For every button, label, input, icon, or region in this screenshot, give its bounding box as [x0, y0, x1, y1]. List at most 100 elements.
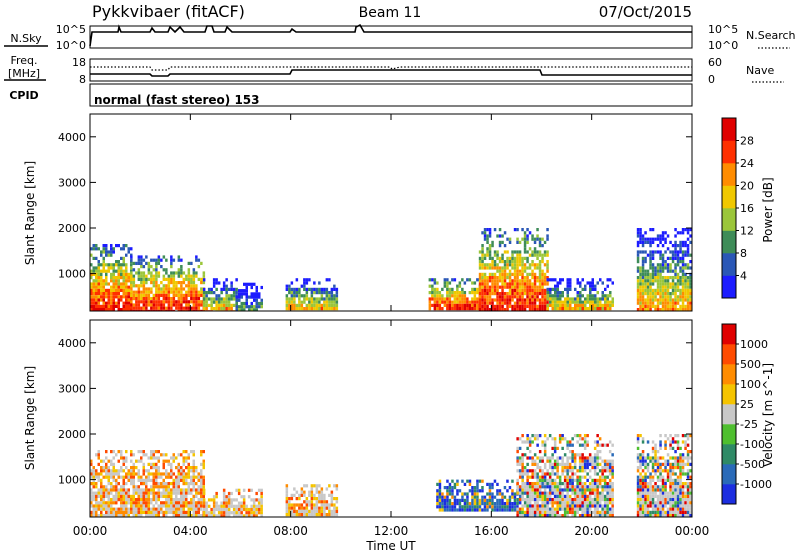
- power-echo-cell: [674, 269, 677, 273]
- power-echo-cell: [157, 290, 161, 294]
- power-echo-cell: [496, 288, 499, 292]
- power-echo-cell: [644, 292, 647, 296]
- power-echo-cell: [227, 294, 231, 298]
- power-echo-cell: [518, 272, 522, 276]
- velocity-echo-cell: [182, 469, 185, 473]
- power-echo-cell: [689, 292, 692, 296]
- velocity-echo-cell: [478, 505, 482, 509]
- velocity-echo-cell: [177, 488, 180, 492]
- power-echo-cell: [140, 293, 143, 297]
- power-echo-cell: [162, 284, 166, 288]
- velocity-echo-cell: [150, 478, 153, 482]
- power-echo-cell: [253, 305, 256, 309]
- power-echo-cell: [466, 307, 469, 311]
- power-echo-cell: [543, 276, 547, 280]
- power-echo-cell: [170, 300, 173, 304]
- velocity-echo-cell: [190, 482, 193, 486]
- power-echo-cell: [177, 255, 181, 259]
- velocity-echo-cell: [538, 466, 542, 470]
- velocity-echo-cell: [132, 510, 135, 514]
- velocity-echo-cell: [110, 514, 113, 517]
- velocity-echo-cell: [92, 498, 95, 502]
- power-echo-cell: [594, 303, 597, 307]
- power-echo-cell: [177, 258, 181, 262]
- velocity-echo-cell: [162, 482, 165, 486]
- velocity-colorbar-swatch: [722, 344, 736, 365]
- velocity-echo-cell: [536, 507, 539, 511]
- velocity-echo-cell: [568, 482, 572, 486]
- power-echo-cell: [110, 253, 113, 257]
- velocity-echo-cell: [210, 514, 213, 517]
- power-echo-cell: [290, 307, 294, 311]
- velocity-echo-cell: [669, 491, 672, 495]
- velocity-echo-cell: [481, 508, 484, 512]
- velocity-echo-cell: [157, 466, 160, 470]
- velocity-echo-cell: [676, 459, 680, 463]
- velocity-echo-cell: [686, 456, 690, 460]
- power-echo-cell: [649, 295, 652, 299]
- velocity-echo-cell: [132, 462, 135, 466]
- velocity-echo-cell: [684, 501, 687, 505]
- power-echo-cell: [523, 266, 527, 270]
- velocity-echo-cell: [255, 511, 258, 515]
- velocity-echo-cell: [187, 507, 190, 511]
- velocity-echo-cell: [167, 491, 170, 495]
- velocity-echo-cell: [446, 492, 449, 496]
- velocity-echo-cell: [541, 456, 544, 460]
- power-echo-cell: [107, 301, 110, 305]
- power-echo-cell: [501, 272, 504, 276]
- power-echo-cell: [661, 282, 665, 286]
- power-echo-cell: [471, 297, 474, 301]
- velocity-echo-cell: [192, 450, 195, 454]
- power-echo-cell: [521, 276, 524, 280]
- velocity-echo-cell: [646, 453, 650, 457]
- velocity-echo-cell: [541, 491, 544, 495]
- power-echo-cell: [187, 309, 191, 311]
- velocity-echo-cell: [576, 498, 579, 502]
- velocity-echo-cell: [222, 504, 226, 508]
- velocity-echo-cell: [644, 478, 647, 482]
- power-echo-cell: [521, 269, 524, 273]
- power-colorbar-swatch: [722, 140, 736, 164]
- power-echo-cell: [310, 287, 314, 291]
- power-echo-cell: [150, 297, 153, 301]
- velocity-echo-cell: [656, 494, 660, 498]
- power-echo-cell: [107, 304, 110, 308]
- velocity-echo-cell: [303, 513, 306, 517]
- power-echo-cell: [551, 294, 554, 298]
- velocity-echo-cell: [546, 491, 549, 495]
- power-echo-cell: [516, 298, 519, 302]
- power-echo-cell: [636, 285, 640, 289]
- velocity-echo-cell: [543, 462, 547, 466]
- velocity-echo-cell: [135, 459, 138, 463]
- power-echo-cell: [651, 256, 655, 260]
- velocity-echo-cell: [566, 488, 569, 492]
- power-echo-cell: [456, 291, 459, 295]
- velocity-echo-cell: [290, 513, 294, 517]
- velocity-echo-cell: [503, 486, 507, 490]
- velocity-echo-cell: [185, 491, 188, 495]
- velocity-echo-cell: [583, 446, 587, 450]
- power-echo-cell: [180, 274, 183, 278]
- velocity-echo-cell: [578, 469, 582, 473]
- power-echo-cell: [503, 285, 507, 289]
- velocity-echo-cell: [513, 508, 517, 512]
- power-echo-cell: [579, 303, 582, 307]
- power-echo-cell: [496, 301, 499, 305]
- power-echo-cell: [147, 303, 151, 307]
- power-echo-cell: [92, 256, 95, 260]
- velocity-echo-cell: [536, 498, 539, 502]
- power-echo-cell: [674, 244, 677, 248]
- power-echo-cell: [526, 282, 529, 286]
- velocity-echo-cell: [636, 488, 640, 492]
- velocity-echo-cell: [538, 450, 542, 454]
- velocity-echo-cell: [498, 489, 502, 493]
- power-echo-cell: [433, 307, 437, 311]
- velocity-echo-cell: [125, 507, 128, 511]
- velocity-echo-cell: [588, 469, 592, 473]
- power-echo-cell: [644, 260, 647, 264]
- velocity-echo-cell: [581, 482, 584, 486]
- power-echo-cell: [182, 287, 186, 291]
- power-echo-cell: [222, 307, 226, 311]
- velocity-echo-cell: [130, 494, 133, 498]
